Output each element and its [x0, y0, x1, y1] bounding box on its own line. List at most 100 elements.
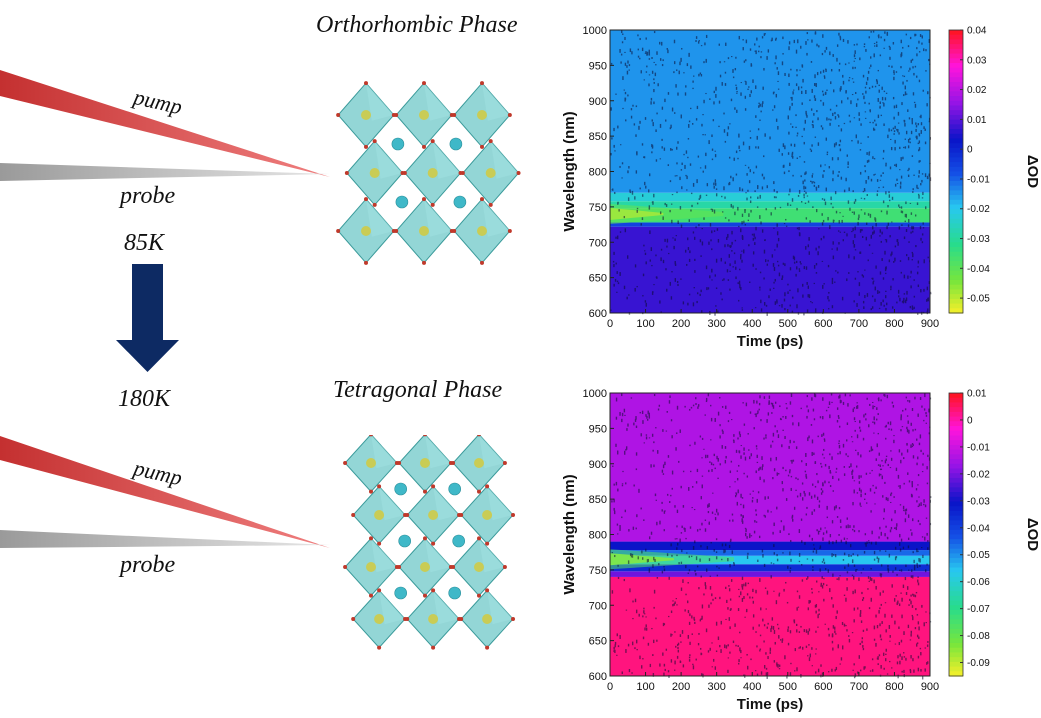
- colorbar-segment: [949, 34, 963, 41]
- vertex-atom: [343, 461, 348, 465]
- pump-beam-bottom: [0, 436, 330, 548]
- vertex-atom: [344, 171, 349, 175]
- y-tick-label: 900: [589, 459, 607, 471]
- colorbar-segment: [949, 558, 963, 564]
- vertex-atom: [511, 617, 516, 621]
- b-site-atom: [474, 562, 484, 572]
- vertex-atom: [405, 513, 410, 517]
- x-tick-label: 600: [814, 681, 832, 693]
- colorbar-segment: [949, 624, 963, 630]
- colorbar-segment: [949, 576, 963, 583]
- colorbar-segment: [949, 105, 963, 111]
- probe-label-top: probe: [120, 183, 176, 209]
- vertex-atom: [511, 513, 516, 517]
- colorbar-segment: [949, 515, 963, 521]
- heatmap-band: [610, 30, 930, 193]
- vertex-atom: [452, 229, 457, 233]
- phase-title-tetragonal: Tetragonal Phase: [333, 377, 503, 403]
- vertex-atom: [372, 139, 377, 144]
- colorbar-frame: [948, 29, 964, 314]
- colorbar-segment: [949, 468, 963, 474]
- colorbar-segment: [949, 591, 963, 597]
- colorbar-segment: [949, 553, 963, 559]
- colorbar-segment: [949, 86, 963, 92]
- colorbar-segment: [949, 407, 963, 413]
- b-site-atom: [419, 110, 429, 120]
- vertex-atom: [502, 461, 507, 465]
- y-tick-label: 850: [589, 494, 607, 506]
- y-tick-label: 1000: [583, 25, 607, 37]
- vertex-atom: [459, 513, 464, 517]
- b-site-atom: [482, 510, 493, 520]
- vertex-atom: [488, 139, 493, 144]
- colorbar-tick-label: 0.02: [967, 85, 987, 96]
- colorbar-segment: [949, 114, 963, 121]
- octahedron-face: [371, 435, 397, 469]
- noise-speckle: [611, 393, 932, 680]
- vertex-atom: [405, 617, 410, 621]
- colorbar-tick-label: 0.04: [967, 26, 987, 37]
- colorbar-segment: [949, 185, 963, 191]
- colorbar-segment: [949, 298, 963, 305]
- colorbar-segment: [949, 440, 963, 446]
- y-tick-label: 800: [589, 167, 607, 179]
- colorbar-segment: [949, 152, 963, 158]
- b-site-atom: [482, 614, 493, 624]
- vertex-atom: [397, 565, 402, 569]
- vertex-atom: [369, 435, 373, 437]
- temperature-high-label: 180K: [118, 386, 171, 412]
- colorbar-segment: [949, 595, 963, 602]
- colorbar-tick-label: -0.01: [967, 174, 990, 185]
- octahedron-face: [379, 486, 406, 521]
- y-tick-label: 650: [589, 636, 607, 648]
- b-site-atom: [420, 458, 430, 468]
- colorbar-segment: [949, 510, 963, 517]
- temperature-low-label: 85K: [124, 230, 165, 256]
- vertex-atom: [402, 171, 407, 175]
- beams-svg: [0, 70, 330, 548]
- colorbar-segment: [949, 261, 963, 267]
- colorbar-segment: [949, 190, 963, 196]
- b-site-atom: [361, 110, 371, 120]
- colorbar-frame: [948, 392, 964, 677]
- colorbar-segment: [949, 501, 963, 507]
- a-site-atom: [398, 534, 411, 548]
- x-tick-label: 500: [779, 318, 797, 330]
- x-axis-label: Time (ps): [737, 696, 803, 713]
- vertex-atom: [422, 197, 426, 202]
- vertex-atom: [477, 435, 481, 437]
- colorbar-segment: [949, 572, 963, 578]
- vertex-atom: [377, 645, 382, 650]
- colorbar-segment: [949, 506, 963, 512]
- x-tick-label: 800: [885, 681, 903, 693]
- colorbar-segment: [949, 647, 963, 654]
- b-site-atom: [419, 226, 429, 236]
- colorbar-segment: [949, 218, 963, 224]
- b-site-atom: [374, 510, 385, 520]
- colorbar-segment: [949, 48, 963, 55]
- vertex-atom: [364, 197, 368, 202]
- vertex-atom: [364, 81, 368, 86]
- colorbar-segment: [949, 58, 963, 64]
- colorbar-segment: [949, 435, 963, 441]
- colorbar-tick-label: 0: [967, 145, 973, 156]
- octahedron-face: [366, 199, 394, 237]
- colorbar-segment: [949, 614, 963, 620]
- colorbar-segment: [949, 77, 963, 83]
- colorbar-segment: [949, 270, 963, 276]
- colorbar-segment: [949, 124, 963, 130]
- octahedron-face: [374, 141, 403, 179]
- vertex-atom: [452, 113, 457, 117]
- vertex-atom: [364, 144, 368, 149]
- colorbar-segment: [949, 195, 963, 201]
- octahedra: [343, 435, 516, 650]
- b-site-atom: [477, 226, 487, 236]
- b-site-atom: [477, 110, 487, 120]
- y-tick-label: 650: [589, 273, 607, 285]
- colorbar-segment: [949, 157, 963, 163]
- vertex-atom: [336, 229, 341, 233]
- colorbar-segment: [949, 279, 963, 286]
- colorbar-segment: [949, 162, 963, 168]
- colorbar-segment: [949, 308, 963, 314]
- colorbar-segment: [949, 562, 963, 569]
